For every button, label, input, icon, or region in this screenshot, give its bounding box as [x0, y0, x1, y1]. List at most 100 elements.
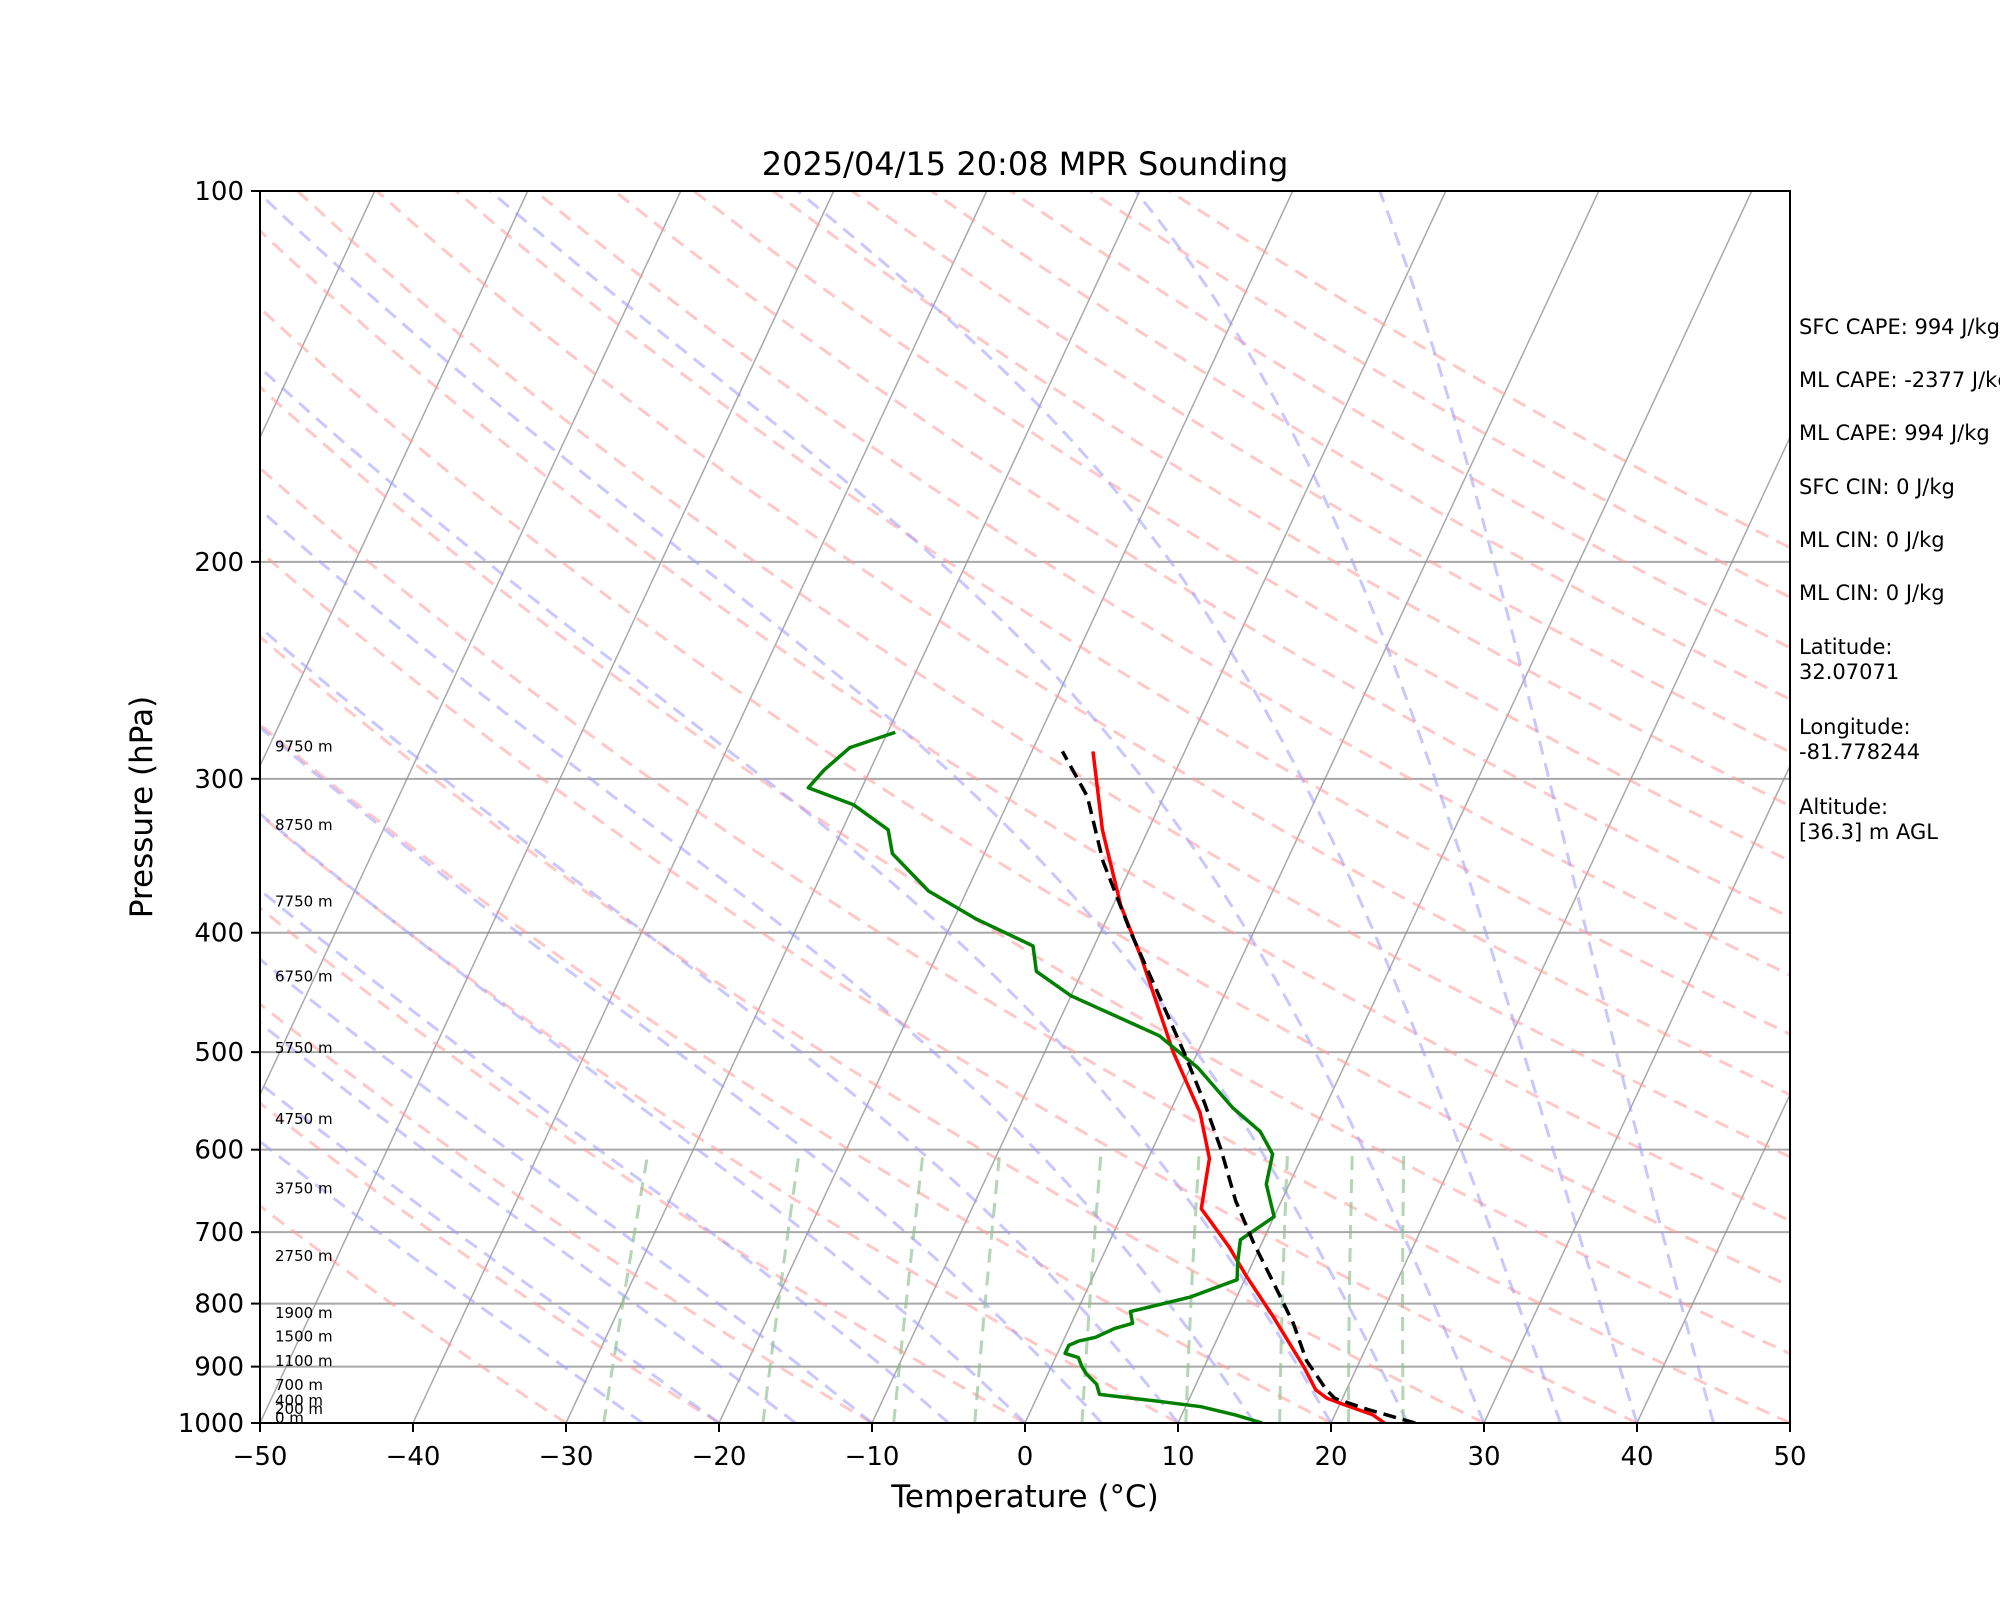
height-label: 7750 m — [275, 893, 333, 911]
dewpoint-trace — [806, 730, 1276, 1423]
plot-background-lines — [0, 191, 1790, 1423]
dry-adiabat-line — [260, 228, 1790, 1223]
sounding-traces — [806, 730, 1416, 1423]
height-label: 700 m — [275, 1376, 323, 1394]
sounding-parameters-panel: SFC CAPE: 994 J/kg ML CAPE: -2377 J/kg M… — [1799, 315, 2000, 875]
dry-adiabat-line — [260, 466, 1790, 1423]
x-tick-label: −30 — [539, 1442, 594, 1472]
dry-adiabat-line — [296, 191, 1790, 1159]
dry-adiabat-line — [260, 722, 1332, 1423]
mixing-ratio-line — [602, 1149, 650, 1423]
height-label: 0 m — [275, 1409, 304, 1427]
dry-adiabat-line — [260, 812, 1179, 1423]
isotherm-line — [0, 191, 222, 1423]
y-tick-label: 400 — [194, 919, 244, 949]
moist-adiabat-line — [260, 191, 1409, 1423]
height-label: 400 m — [275, 1392, 323, 1410]
latitude-block: Latitude: 32.07071 — [1799, 635, 1899, 685]
y-tick-label: 600 — [194, 1136, 244, 1166]
height-label: 5750 m — [275, 1039, 333, 1057]
isotherm-line — [260, 191, 529, 768]
dry-adiabat-line — [260, 1002, 873, 1423]
longitude-value: -81.778244 — [1799, 740, 1921, 764]
latitude-value: 32.07071 — [1799, 660, 1900, 684]
dry-adiabat-line — [613, 191, 1790, 920]
plot-frame — [259, 190, 1791, 1424]
isotherm-line — [0, 191, 69, 1423]
height-label: 1900 m — [275, 1304, 333, 1322]
moist-adiabat-line — [1378, 191, 1715, 1423]
height-label: 6750 m — [275, 967, 333, 985]
mixing-ratio-line — [1278, 1149, 1290, 1423]
moist-adiabat-line — [260, 1139, 644, 1423]
chart-title: 2025/04/15 20:08 MPR Sounding — [762, 145, 1289, 183]
sfc-cin-text: SFC CIN: 0 J/kg — [1799, 475, 1955, 499]
isotherm-line — [1024, 191, 1600, 1423]
dry-adiabat-line — [455, 191, 1790, 1036]
height-label: 8750 m — [275, 816, 333, 834]
y-axis-label: Pressure (hPa) — [124, 696, 160, 918]
isotherm-line — [412, 191, 988, 1423]
mixing-ratio-line — [1080, 1149, 1103, 1423]
moist-adiabat-line — [1134, 191, 1639, 1423]
temperature-trace — [1091, 751, 1386, 1423]
isotherm-line — [1330, 435, 1790, 1423]
x-tick-label: 50 — [1773, 1442, 1806, 1472]
x-tick-label: 40 — [1620, 1442, 1653, 1472]
moist-adiabat-line — [260, 725, 1103, 1423]
longitude-block: Longitude: -81.778244 — [1799, 715, 1920, 765]
longitude-label: Longitude: — [1799, 715, 1911, 739]
height-label: 1100 m — [275, 1352, 333, 1370]
isotherm-line — [260, 191, 682, 1097]
height-label: 9750 m — [275, 737, 333, 755]
x-tick-label: 10 — [1161, 1442, 1194, 1472]
latitude-label: Latitude: — [1799, 635, 1893, 659]
y-tick-label: 700 — [194, 1218, 244, 1248]
ml-cin-text-1: ML CIN: 0 J/kg — [1799, 528, 1945, 552]
moist-adiabat-line — [260, 957, 873, 1423]
height-label: 1500 m — [275, 1328, 333, 1346]
x-tick-label: 20 — [1314, 1442, 1347, 1472]
dry-adiabat-line — [375, 191, 1790, 1097]
x-tick-label: −50 — [233, 1442, 288, 1472]
x-tick-label: 30 — [1467, 1442, 1500, 1472]
y-tick-label: 100 — [194, 177, 244, 207]
moist-adiabat-line — [260, 625, 1180, 1423]
height-label: 3750 m — [275, 1179, 333, 1197]
x-axis-label: Temperature (°C) — [890, 1479, 1159, 1515]
parcel-trace — [1060, 750, 1416, 1423]
y-tick-label: 500 — [194, 1038, 244, 1068]
dry-adiabat-line — [260, 385, 1790, 1356]
isotherm-line — [1636, 1092, 1790, 1423]
moist-adiabat-line — [260, 507, 1256, 1423]
isotherm-line — [260, 191, 376, 440]
moist-adiabat-line — [489, 191, 1486, 1423]
altitude-label: Altitude: — [1799, 795, 1889, 819]
mixing-ratio-line — [761, 1149, 802, 1423]
dry-adiabat-line — [260, 634, 1485, 1423]
y-tick-label: 300 — [194, 765, 244, 795]
altitude-value: [36.3] m AGL — [1799, 820, 1938, 844]
mixing-ratio-line — [892, 1149, 925, 1423]
y-tick-label: 200 — [194, 548, 244, 578]
moist-adiabat-line — [260, 365, 1333, 1423]
isotherm-line — [1483, 764, 1790, 1423]
mixing-ratio-line — [1401, 1149, 1406, 1423]
x-tick-label: −40 — [386, 1442, 441, 1472]
sfc-cape-text: SFC CAPE: 994 J/kg — [1799, 315, 2000, 339]
height-label: 200 m — [275, 1400, 323, 1418]
y-tick-label: 1000 — [178, 1409, 244, 1439]
y-tick-label: 800 — [194, 1290, 244, 1320]
dry-adiabat-line — [260, 549, 1638, 1423]
dry-adiabat-line — [260, 306, 1790, 1288]
height-label: 4750 m — [275, 1110, 333, 1128]
dry-adiabat-line — [260, 906, 1026, 1423]
ml-cape-text-2: ML CAPE: 994 J/kg — [1799, 421, 1990, 445]
y-tick-label: 900 — [194, 1353, 244, 1383]
dry-adiabat-line — [534, 191, 1790, 977]
ml-cin-text-2: ML CIN: 0 J/kg — [1799, 581, 1945, 605]
mixing-ratio-line — [1347, 1149, 1354, 1423]
x-tick-label: 0 — [1017, 1442, 1034, 1472]
